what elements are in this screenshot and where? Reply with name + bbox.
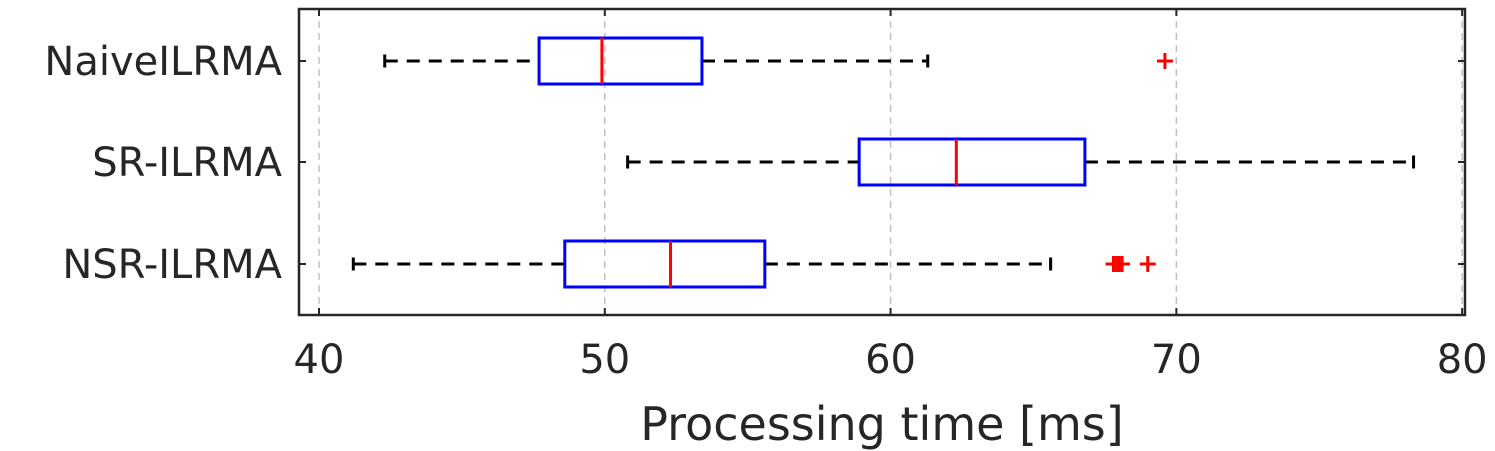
outlier-marker bbox=[1139, 256, 1156, 272]
x-tick-label: 50 bbox=[579, 337, 630, 383]
x-axis-title: Processing time [ms] bbox=[640, 397, 1123, 451]
box-group bbox=[351, 239, 1156, 289]
x-tick-label: 40 bbox=[294, 337, 345, 383]
y-tick-label: NSR-ILRMA bbox=[62, 242, 282, 288]
axis-labels: 40 50 60 70 80 NaiveILRMA SR-ILRMA NSR-ILRMA bbox=[44, 39, 1487, 383]
box-group bbox=[626, 137, 1416, 187]
box-series bbox=[351, 36, 1416, 289]
y-tick-label: NaiveILRMA bbox=[44, 39, 282, 85]
y-tick-label: SR-ILRMA bbox=[92, 140, 282, 186]
outlier-marker bbox=[1156, 53, 1173, 69]
x-tick-label: 70 bbox=[1151, 337, 1202, 383]
x-tick-label: 60 bbox=[865, 337, 916, 383]
iqr-box bbox=[537, 36, 704, 86]
iqr-box bbox=[857, 137, 1087, 187]
axis-ticks bbox=[299, 9, 1465, 315]
outlier-marker bbox=[1114, 256, 1131, 272]
iqr-box bbox=[563, 239, 767, 289]
x-tick-label: 80 bbox=[1437, 337, 1488, 383]
box-group bbox=[383, 36, 1173, 86]
